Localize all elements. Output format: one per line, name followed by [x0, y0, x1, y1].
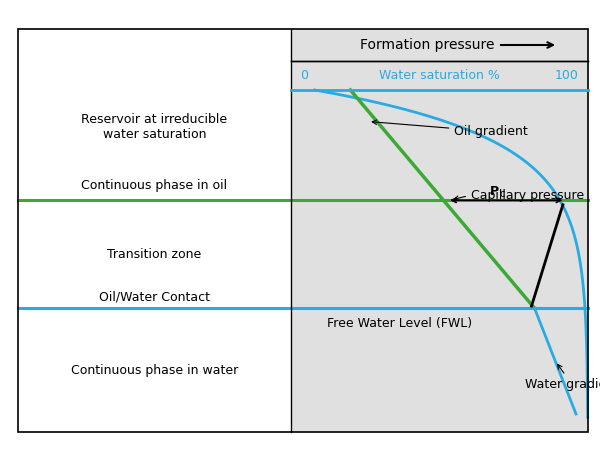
- Text: Reservoir at irreducible
water saturation: Reservoir at irreducible water saturatio…: [82, 113, 227, 141]
- Text: Free Water Level (FWL): Free Water Level (FWL): [327, 317, 472, 330]
- Text: Continuous phase in water: Continuous phase in water: [71, 364, 238, 377]
- Text: 100: 100: [555, 69, 579, 82]
- Text: Continuous phase in oil: Continuous phase in oil: [82, 179, 227, 192]
- Text: 0: 0: [300, 69, 308, 82]
- Text: Transition zone: Transition zone: [107, 248, 202, 261]
- Bar: [18, 29, 588, 432]
- Text: P: P: [490, 185, 499, 198]
- Bar: [18, 29, 291, 432]
- Text: Formation pressure: Formation pressure: [360, 38, 494, 52]
- Text: c: c: [500, 189, 505, 199]
- Bar: [291, 29, 588, 432]
- Text: Capillary pressure: Capillary pressure: [471, 189, 584, 202]
- Text: Water saturation %: Water saturation %: [379, 69, 500, 82]
- Text: Oil/Water Contact: Oil/Water Contact: [99, 291, 210, 304]
- Text: Water gradient: Water gradient: [525, 364, 600, 391]
- Text: Oil gradient: Oil gradient: [372, 120, 528, 138]
